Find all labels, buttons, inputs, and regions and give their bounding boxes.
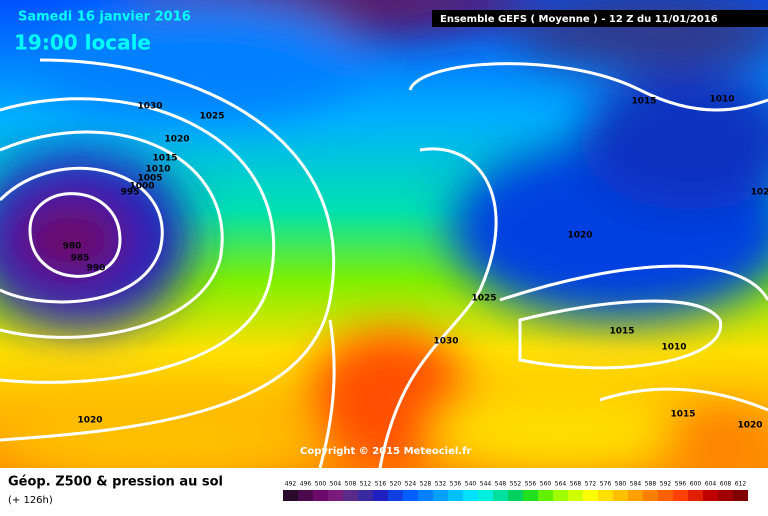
local-time: 19:00 locale — [14, 31, 151, 55]
scale-cell — [583, 490, 598, 501]
isobar-label: 1010 — [661, 343, 686, 353]
isobar-label: 1000 — [129, 182, 154, 192]
scale-cell — [538, 490, 553, 501]
scale-cell — [463, 490, 478, 501]
isobar-label: 1025 — [471, 294, 496, 304]
scale-label: 528 — [420, 481, 432, 488]
scale-label: 496 — [300, 481, 312, 488]
scale-cell — [313, 490, 328, 501]
scale-label: 548 — [495, 481, 507, 488]
isobar-label: 1030 — [433, 337, 458, 347]
isobar-label: 1020 — [164, 135, 189, 145]
scale-cell — [733, 490, 748, 501]
isobar-label: 1030 — [137, 102, 162, 112]
isobar-label: 102 — [751, 188, 768, 198]
scale-label: 536 — [450, 481, 462, 488]
scale-cell — [388, 490, 403, 501]
scale-cell — [373, 490, 388, 501]
isobar-label: 1025 — [199, 112, 224, 122]
scale-cell — [688, 490, 703, 501]
scale-label: 596 — [675, 481, 687, 488]
scale-label: 532 — [435, 481, 447, 488]
color-scale: 492 496 500 504 508 512 516 520 524 528 532 536 540 5… — [283, 481, 748, 501]
scale-label: 560 — [540, 481, 552, 488]
scale-label: 564 — [555, 481, 567, 488]
scale-cell — [523, 490, 538, 501]
scale-cell — [283, 490, 298, 501]
isobar-label: 1020 — [77, 416, 102, 426]
isobar-label: 1020 — [737, 421, 762, 431]
scale-label: 576 — [600, 481, 612, 488]
scale-label: 500 — [315, 481, 327, 488]
scale-cell — [553, 490, 568, 501]
isobar-labels: 1030102510201015101010051000995980985990… — [63, 95, 768, 431]
isobar-label: 1015 — [631, 97, 656, 107]
header-box — [432, 10, 768, 27]
date: Samedi 16 janvier 2016 — [18, 10, 191, 25]
scale-cell — [718, 490, 733, 501]
scale-cell — [448, 490, 463, 501]
scale-cell — [433, 490, 448, 501]
scale-cell — [598, 490, 613, 501]
scale-cell — [628, 490, 643, 501]
scale-label: 516 — [375, 481, 387, 488]
scale-cell — [703, 490, 718, 501]
isobar-label: 1010 — [145, 165, 170, 175]
scale-label: 572 — [585, 481, 597, 488]
isobar-label: 1005 — [137, 174, 162, 184]
scale-label: 604 — [705, 481, 717, 488]
scale-label: 600 — [690, 481, 702, 488]
scale-cell — [403, 490, 418, 501]
isobar-label: 1015 — [152, 154, 177, 164]
scale-label: 520 — [390, 481, 402, 488]
scale-cell — [568, 490, 583, 501]
scale-label: 588 — [645, 481, 657, 488]
scale-cell — [613, 490, 628, 501]
footer-title: Géop. Z500 & pression au sol — [8, 475, 223, 490]
scale-label: 556 — [525, 481, 537, 488]
lead-time: (+ 126h) — [8, 495, 53, 506]
scale-label: 608 — [720, 481, 732, 488]
scale-label: 568 — [570, 481, 582, 488]
scale-label: 612 — [735, 481, 747, 488]
isobar-label: 1020 — [567, 231, 592, 241]
scale-label: 524 — [405, 481, 417, 488]
scale-cell — [643, 490, 658, 501]
scale-label: 504 — [330, 481, 342, 488]
isobar-label: 990 — [87, 264, 106, 274]
scale-cell — [508, 490, 523, 501]
scale-label: 540 — [465, 481, 477, 488]
scale-label: 580 — [615, 481, 627, 488]
scale-label: 492 — [285, 481, 297, 488]
scale-cell — [493, 490, 508, 501]
scale-label: 584 — [630, 481, 642, 488]
isobar-label: 1010 — [709, 95, 734, 105]
scale-label: 552 — [510, 481, 522, 488]
isobar-label: 985 — [71, 254, 90, 264]
scale-label: 512 — [360, 481, 372, 488]
run-info: Ensemble GEFS ( Moyenne ) - 12 Z du 11/0… — [440, 14, 718, 25]
scale-cell — [358, 490, 373, 501]
scale-cell — [298, 490, 313, 501]
isobar-label: 995 — [121, 188, 140, 198]
scale-cell — [343, 490, 358, 501]
isobar-label: 1015 — [670, 410, 695, 420]
scale-cell — [478, 490, 493, 501]
isobar-label: 1015 — [609, 327, 634, 337]
isobar-label: 980 — [63, 242, 82, 252]
map-field — [0, 0, 768, 480]
scale-label: 508 — [345, 481, 357, 488]
scale-cell — [418, 490, 433, 501]
scale-cell — [673, 490, 688, 501]
scale-label: 544 — [480, 481, 492, 488]
scale-label: 592 — [660, 481, 672, 488]
scale-cell — [328, 490, 343, 501]
scale-cell — [658, 490, 673, 501]
copyright: Copyright © 2015 Meteociel.fr — [300, 446, 471, 457]
